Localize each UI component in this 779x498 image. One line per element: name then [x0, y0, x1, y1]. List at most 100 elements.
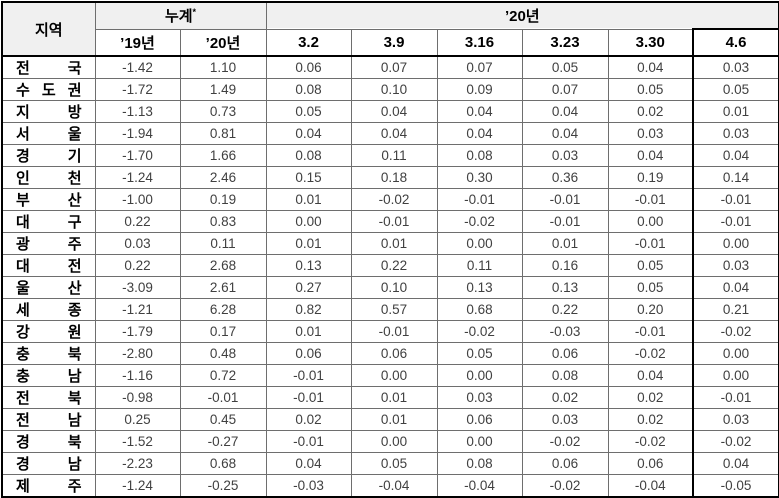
- value-cell: 0.11: [350, 144, 438, 167]
- region-char: 남: [67, 456, 82, 473]
- value-cell: 0.04: [607, 55, 694, 79]
- value-cell: 0.00: [350, 430, 438, 453]
- value-cell: 0.13: [436, 276, 523, 299]
- value-cell: -0.04: [436, 474, 523, 498]
- value-cell: -3.09: [94, 276, 181, 299]
- value-cell: 0.27: [265, 276, 352, 299]
- value-cell: -0.01: [350, 320, 438, 343]
- region-char: 남: [67, 412, 82, 429]
- value-cell: -1.13: [94, 100, 181, 123]
- region-char: 주: [67, 236, 82, 253]
- value-cell: 0.02: [607, 100, 694, 123]
- value-cell: -1.24: [94, 474, 181, 498]
- value-cell: -0.02: [691, 430, 779, 453]
- table-row: 충 북 -2.80 0.48 0.06 0.06 0.05 0.06 -0.02 0.00: [1, 342, 779, 365]
- value-cell: 0.04: [350, 100, 438, 123]
- value-cell: 0.08: [265, 144, 352, 167]
- value-cell: 0.01: [265, 232, 352, 255]
- region-char: 북: [67, 390, 82, 407]
- value-cell: 0.04: [350, 122, 438, 145]
- region-char: 충: [16, 346, 30, 363]
- value-cell: 2.46: [179, 166, 267, 189]
- value-cell: -1.00: [94, 188, 181, 211]
- table-row: 부 산 -1.00 0.19 0.01 -0.02 -0.01 -0.01 -0.01 -0.01: [1, 188, 779, 211]
- value-cell: -0.01: [265, 430, 352, 453]
- value-cell: 0.00: [436, 232, 523, 255]
- value-cell: 0.00: [265, 210, 352, 233]
- cumulative-group-header: 누계*: [94, 1, 267, 30]
- col-header-week-3-16: 3.16: [436, 28, 523, 57]
- region-char: 전: [67, 258, 82, 275]
- value-cell: 0.07: [521, 78, 609, 101]
- region-char: 원: [67, 324, 82, 341]
- value-cell: 0.04: [691, 276, 779, 299]
- value-cell: -0.01: [265, 386, 352, 409]
- table-body: 전 국 -1.42 1.10 0.06 0.07 0.07 0.05 0.04 0.03 수 도 권 -1…: [1, 55, 779, 498]
- value-cell: -0.01: [436, 188, 523, 211]
- region-char: 전: [16, 412, 30, 429]
- region-char: 기: [67, 148, 82, 165]
- table-row: 충 남 -1.16 0.72 -0.01 0.00 0.00 0.08 0.04 0.00: [1, 364, 779, 387]
- value-cell: -0.02: [350, 188, 438, 211]
- region-char: 북: [67, 434, 82, 451]
- table-row: 전 북 -0.98 -0.01 -0.01 0.01 0.03 0.02 0.02 -0.01: [1, 386, 779, 409]
- region-char: 대: [16, 214, 30, 231]
- value-cell: 0.04: [607, 144, 694, 167]
- region-char: 광: [16, 236, 30, 253]
- value-cell: 0.01: [521, 232, 609, 255]
- value-cell: 0.22: [521, 298, 609, 321]
- table-header: 지역 누계* ’20년 ’19년 ’20년 3.2 3.9 3.16 3.23 …: [1, 1, 779, 57]
- value-cell: -0.02: [607, 342, 694, 365]
- value-cell: 0.48: [179, 342, 267, 365]
- value-cell: 2.61: [179, 276, 267, 299]
- value-cell: -0.02: [607, 430, 694, 453]
- value-cell: 0.03: [691, 254, 779, 277]
- region-char: 제: [16, 478, 30, 495]
- value-cell: -0.03: [521, 320, 609, 343]
- value-cell: 0.02: [607, 386, 694, 409]
- value-cell: -0.05: [691, 474, 779, 498]
- value-cell: 0.07: [350, 55, 438, 79]
- value-cell: 0.01: [350, 232, 438, 255]
- value-cell: -0.01: [691, 210, 779, 233]
- value-cell: 0.10: [350, 78, 438, 101]
- table-row: 수 도 권 -1.72 1.49 0.08 0.10 0.09 0.07 0.05 0.05: [1, 78, 779, 101]
- region-column-header: 지역: [1, 1, 96, 57]
- year-2020-group-label: ’20년: [504, 8, 540, 25]
- value-cell: -1.42: [94, 55, 181, 79]
- value-cell: 0.04: [521, 122, 609, 145]
- value-cell: 0.09: [436, 78, 523, 101]
- value-cell: -0.01: [607, 188, 694, 211]
- value-cell: -0.01: [691, 386, 779, 409]
- value-cell: -0.25: [179, 474, 267, 498]
- value-cell: 0.05: [350, 452, 438, 475]
- value-cell: -0.98: [94, 386, 181, 409]
- value-cell: 0.05: [691, 78, 779, 101]
- table-row: 서 울 -1.94 0.81 0.04 0.04 0.04 0.04 0.03 0.03: [1, 122, 779, 145]
- value-cell: 0.10: [350, 276, 438, 299]
- value-cell: -1.24: [94, 166, 181, 189]
- cumulative-group-label: 누계: [164, 8, 193, 26]
- value-cell: 0.25: [94, 408, 181, 431]
- value-cell: 0.01: [265, 188, 352, 211]
- col-header-week-3-30: 3.30: [607, 28, 694, 57]
- value-cell: 0.73: [179, 100, 267, 123]
- region-char: 권: [67, 82, 82, 99]
- value-cell: 0.00: [350, 364, 438, 387]
- value-cell: 2.68: [179, 254, 267, 277]
- region-char: 천: [67, 170, 82, 187]
- region-char: 경: [16, 434, 30, 451]
- value-cell: -0.03: [265, 474, 352, 498]
- region-char: 경: [16, 148, 30, 165]
- value-cell: 1.49: [179, 78, 267, 101]
- value-cell: -0.01: [350, 210, 438, 233]
- value-cell: -0.04: [607, 474, 694, 498]
- table-row: 대 전 0.22 2.68 0.13 0.22 0.11 0.16 0.05 0.03: [1, 254, 779, 277]
